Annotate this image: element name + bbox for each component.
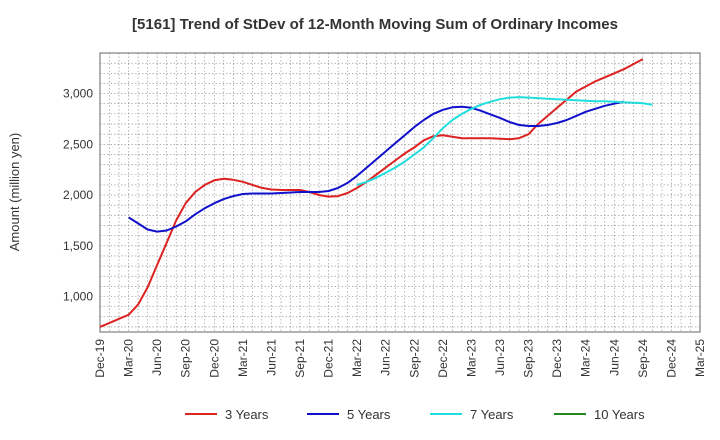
series-line-7-years xyxy=(356,96,653,186)
y-tick-label: 2,500 xyxy=(63,137,93,151)
x-axis-ticks: Dec-19 Mar-20 Jun-20 Sep-20 Dec-20 Mar-21 Jun-… xyxy=(93,339,707,378)
x-tick-label: Dec-19 xyxy=(93,339,107,378)
grid-layer xyxy=(100,53,700,332)
x-tick-label: Sep-21 xyxy=(293,339,307,378)
legend-label-10-years: 10 Years xyxy=(594,407,645,422)
x-tick-label: Mar-20 xyxy=(122,339,136,377)
legend-label-3-years: 3 Years xyxy=(225,407,269,422)
series-line-5-years xyxy=(128,100,625,233)
x-tick-label: Jun-23 xyxy=(493,339,507,376)
x-tick-label: Mar-22 xyxy=(350,339,364,377)
x-tick-label: Jun-24 xyxy=(607,339,621,376)
x-tick-label: Jun-20 xyxy=(150,339,164,376)
legend-label-7-years: 7 Years xyxy=(470,407,514,422)
y-tick-label: 1,500 xyxy=(63,239,93,253)
y-tick-label: 2,000 xyxy=(63,188,93,202)
chart-title: [5161] Trend of StDev of 12-Month Moving… xyxy=(132,16,618,33)
series-layer xyxy=(99,58,653,328)
x-tick-label: Mar-24 xyxy=(579,339,593,377)
x-tick-label: Dec-22 xyxy=(436,339,450,378)
x-tick-label: Dec-21 xyxy=(322,339,336,378)
x-tick-label: Sep-20 xyxy=(179,339,193,378)
y-axis-ticks: 1,000 1,500 2,000 2,500 3,000 xyxy=(63,87,93,304)
y-tick-label: 1,000 xyxy=(63,289,93,303)
x-tick-label: Dec-24 xyxy=(664,339,678,378)
x-tick-label: Mar-21 xyxy=(236,339,250,377)
x-tick-label: Dec-23 xyxy=(550,339,564,378)
legend: 3 Years 5 Years 7 Years 10 Years xyxy=(185,407,645,422)
x-tick-label: Sep-24 xyxy=(636,339,650,378)
x-tick-label: Jun-21 xyxy=(264,339,278,376)
y-tick-label: 3,000 xyxy=(63,87,93,101)
x-tick-label: Sep-22 xyxy=(407,339,421,378)
plot-frame xyxy=(99,52,701,333)
x-tick-label: Mar-25 xyxy=(693,339,707,377)
y-axis-label: Amount (million yen) xyxy=(7,133,22,252)
x-tick-label: Sep-23 xyxy=(522,339,536,378)
x-tick-label: Jun-22 xyxy=(379,339,393,376)
x-tick-label: Mar-23 xyxy=(464,339,478,377)
series-line-3-years xyxy=(99,58,644,328)
x-tick-label: Dec-20 xyxy=(207,339,221,378)
legend-label-5-years: 5 Years xyxy=(347,407,391,422)
